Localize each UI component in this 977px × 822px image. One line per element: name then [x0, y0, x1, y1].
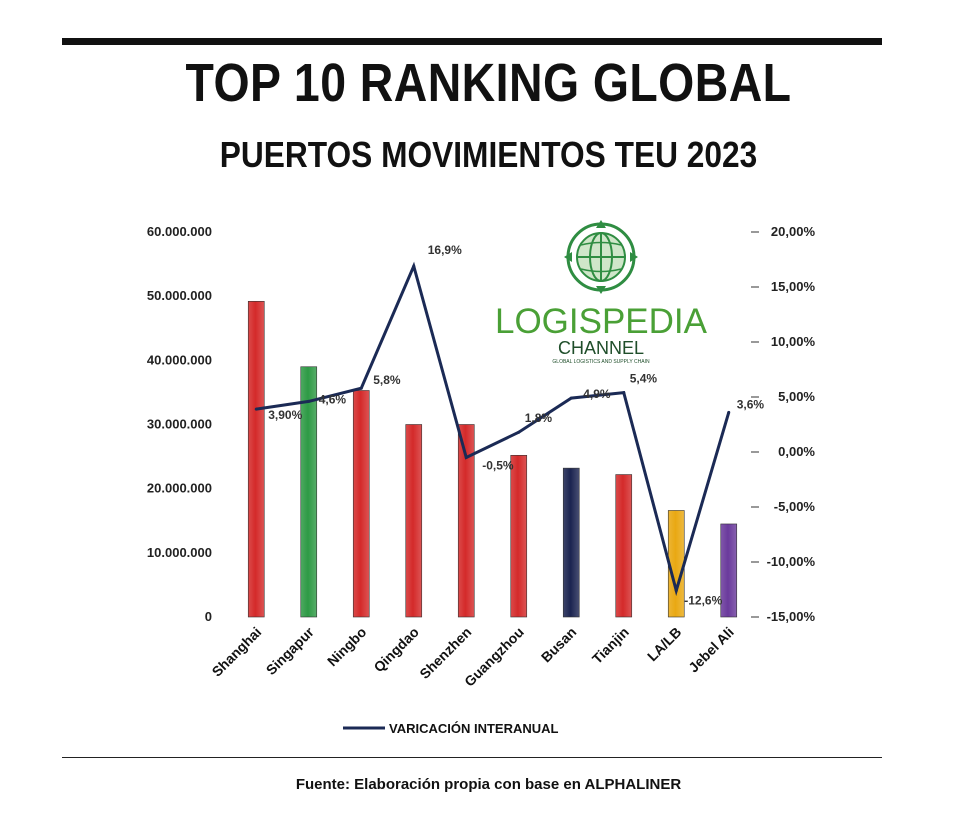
category-label: Busan — [538, 624, 580, 666]
line-data-label: 4,6% — [319, 392, 347, 406]
left-tick-label: 20.000.000 — [147, 481, 212, 496]
line-point — [622, 391, 626, 395]
page-title: TOP 10 RANKING GLOBAL — [185, 53, 792, 113]
logo-name: LOGISPEDIA — [495, 302, 708, 341]
variation-line — [256, 261, 731, 597]
right-tick-label: 15,00% — [771, 279, 816, 294]
top-rule — [62, 38, 882, 45]
line-point — [464, 456, 468, 459]
legend: VARICACIÓN INTERANUAL — [343, 721, 559, 736]
logo-sub: CHANNEL — [558, 338, 644, 358]
right-tick-label: 20,00% — [771, 224, 816, 239]
line-data-label: 3,90% — [268, 408, 302, 422]
left-tick-label: 40.000.000 — [147, 352, 212, 367]
bar-shanghai — [247, 300, 265, 618]
bar-qingdao — [405, 424, 423, 618]
globe-icon — [564, 220, 638, 294]
line-data-label: 16,9% — [428, 243, 462, 257]
bar-ningbo — [352, 390, 370, 618]
line-point — [307, 399, 311, 403]
source-note: Fuente: Elaboración propia con base en A… — [295, 776, 682, 793]
bar-singapur — [300, 366, 318, 618]
right-tick-label: -5,00% — [774, 499, 816, 514]
line-point — [569, 396, 573, 400]
left-tick-label: 50.000.000 — [147, 288, 212, 303]
right-tick-label: 5,00% — [778, 389, 815, 404]
teu-ranking-chart: 0 10.000.000 20.000.000 30.000.000 40.000.00… — [147, 220, 815, 736]
line-point — [674, 589, 678, 593]
left-axis: 0 10.000.000 20.000.000 30.000.000 40.000.00… — [147, 224, 212, 624]
bar-tianjin — [615, 474, 633, 618]
line-data-label: -0,5% — [482, 459, 514, 473]
line-point — [727, 410, 731, 414]
legend-label: VARICACIÓN INTERANUAL — [389, 721, 559, 736]
right-tick-label: 10,00% — [771, 334, 816, 349]
right-tick-label: -10,00% — [767, 554, 816, 569]
line-data-label: -12,6% — [684, 594, 722, 608]
category-label: Qingdao — [370, 624, 421, 675]
bar-busan — [562, 467, 580, 618]
line-data-label: 5,8% — [373, 373, 401, 387]
line-data-label: 3,6% — [737, 397, 765, 411]
line-point — [254, 407, 258, 411]
line-point — [412, 264, 416, 268]
category-label: Shanghai — [208, 624, 264, 680]
right-tick-label: 0,00% — [778, 444, 815, 459]
line-data-label: 1,8% — [525, 411, 553, 425]
line-data-label: 5,4% — [630, 372, 658, 386]
right-tick-label: -15,00% — [767, 609, 816, 624]
category-label: LA/LB — [644, 624, 684, 664]
line-point — [517, 430, 521, 434]
category-label: Singapur — [263, 623, 318, 678]
left-tick-label: 60.000.000 — [147, 224, 212, 239]
left-tick-label: 10.000.000 — [147, 545, 212, 560]
bar-guangzhou — [510, 454, 528, 618]
category-label: Jebel Ali — [685, 624, 737, 676]
logispedia-logo: LOGISPEDIA CHANNEL GLOBAL LOGISTICS AND … — [495, 220, 708, 365]
bars-group — [247, 300, 738, 618]
line-data-label: 4,9% — [583, 387, 611, 401]
page-subtitle: PUERTOS MOVIMIENTOS TEU 2023 — [219, 134, 758, 175]
variation-line-group: 3,90% 4,6% 5,8% 16,9% -0,5% 1,8% 4,9% 5,4% -12,6… — [254, 243, 765, 608]
left-tick-label: 0 — [205, 609, 212, 624]
left-tick-label: 30.000.000 — [147, 417, 212, 432]
category-label: Tianjin — [589, 624, 632, 667]
line-point — [359, 386, 363, 390]
bar-shenzhen — [457, 424, 475, 618]
bottom-rule — [62, 757, 882, 758]
right-axis: -15,00% -10,00% -5,00% 0,00% 5,00% 10,00% 15,0… — [751, 224, 815, 624]
logo-tagline: GLOBAL LOGISTICS AND SUPPLY CHAIN — [552, 359, 650, 365]
category-label: Ningbo — [324, 624, 369, 669]
bar-jebel-ali — [720, 523, 738, 618]
